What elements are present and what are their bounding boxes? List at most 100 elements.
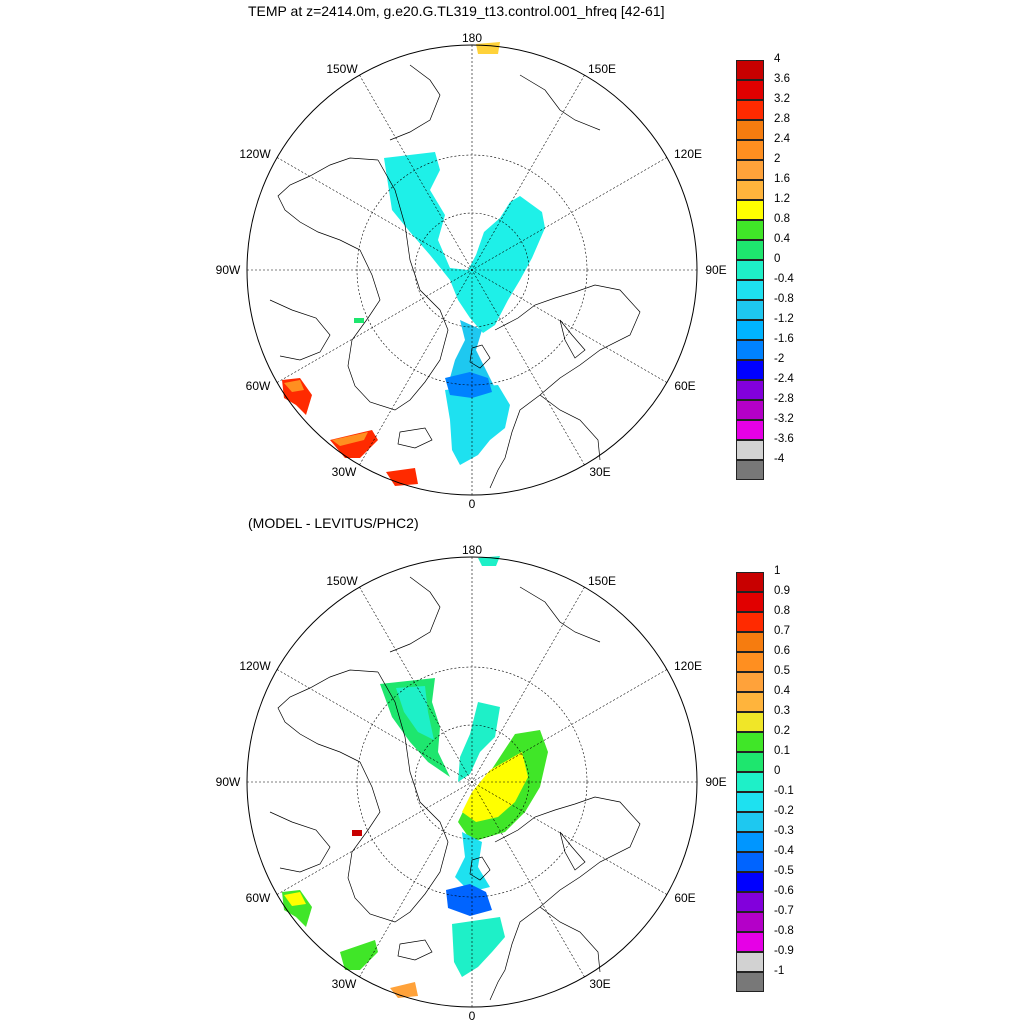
field-region-irminger-warm — [332, 432, 368, 446]
colorbar-tick-label: 1 — [774, 565, 781, 577]
colorbar-swatch — [736, 932, 764, 952]
colorbar-swatch — [736, 100, 764, 120]
colorbar-swatch — [736, 972, 764, 992]
colorbar-swatch — [736, 80, 764, 100]
coastline-novaya — [559, 319, 586, 359]
coastlines — [269, 64, 641, 489]
field-region-irminger-sea — [330, 430, 378, 458]
colorbar-swatch — [736, 320, 764, 340]
colorbar-tick-label: 0.1 — [774, 745, 790, 757]
field-region-canada-basin — [384, 152, 545, 333]
coastline-alaska — [389, 576, 441, 653]
coastline-greenland — [347, 159, 449, 411]
colorbar-swatch — [736, 812, 764, 832]
lon-label-150w: 150W — [326, 574, 358, 588]
panel-title-temp: TEMP at z=2414.0m, g.e20.G.TL319_t13.con… — [248, 3, 665, 19]
field-region-greenland-sea — [452, 917, 505, 977]
lon-label-90w: 90W — [216, 263, 241, 277]
coastline-canada — [277, 669, 379, 763]
lon-label-120e: 120E — [674, 147, 702, 161]
colorbar-tick-label: 1.6 — [774, 173, 790, 185]
colorbar-swatch — [736, 792, 764, 812]
colorbar-swatch — [736, 592, 764, 612]
lon-label-150e: 150E — [588, 574, 616, 588]
colorbar-tick-label: 0.3 — [774, 705, 790, 717]
lon-label-120w: 120W — [239, 147, 271, 161]
coastlines — [269, 576, 641, 1001]
graticule — [247, 557, 697, 1007]
colorbar-tick-label: -2 — [774, 353, 785, 365]
colorbar-swatch — [736, 832, 764, 852]
lon-label-0: 0 — [469, 497, 476, 511]
colorbar-tick-label: 2 — [774, 153, 781, 165]
colorbar-tick-label: 3.2 — [774, 93, 790, 105]
lon-label-150e: 150E — [588, 62, 616, 76]
lon-label-120w: 120W — [239, 659, 271, 673]
colorbar-tick-label: -1 — [774, 965, 785, 977]
colorbar-swatch — [736, 712, 764, 732]
colorbar-temperature — [736, 60, 764, 480]
lon-label-60e: 60E — [674, 891, 695, 905]
field-region-fram-strait — [455, 832, 490, 892]
field-region-irminger-sea — [340, 940, 378, 970]
colorbar-swatch — [736, 692, 764, 712]
colorbar-swatch — [736, 460, 764, 480]
colorbar-tick-label: 2.8 — [774, 113, 790, 125]
field-region-small-patch — [354, 318, 364, 323]
colorbar-tick-label: 0.7 — [774, 625, 790, 637]
colorbar-tick-label: -0.3 — [774, 825, 794, 837]
lon-label-120e: 120E — [674, 659, 702, 673]
colorbar-swatch — [736, 440, 764, 460]
colorbar-tick-label: -2.4 — [774, 373, 794, 385]
colorbar-tick-label: 0.8 — [774, 605, 790, 617]
meridian-120w-60e — [276, 157, 668, 383]
lon-label-60e: 60E — [674, 379, 695, 393]
colorbar-tick-label: 4 — [774, 53, 781, 65]
colorbar-tick-label: -0.6 — [774, 885, 794, 897]
colorbar-swatch — [736, 160, 764, 180]
lon-label-30e: 30E — [589, 465, 610, 479]
lon-label-90e: 90E — [705, 775, 726, 789]
coastline-hudson — [269, 299, 331, 361]
colorbar-swatch — [736, 420, 764, 440]
lon-label-60w: 60W — [246, 379, 271, 393]
coastline-alaska — [389, 64, 441, 141]
colorbar-tick-label: 2.4 — [774, 133, 790, 145]
colorbar-swatch — [736, 220, 764, 240]
coastline-canada — [277, 157, 379, 251]
colorbar-tick-label: -3.2 — [774, 413, 794, 425]
colorbar-tick-label: 0.8 — [774, 213, 790, 225]
colorbar-tick-label: 0.4 — [774, 685, 790, 697]
colorbar-tick-label: 3.6 — [774, 73, 790, 85]
field-region-north-atlantic — [386, 468, 418, 486]
colorbar-tick-label: -0.8 — [774, 293, 794, 305]
colorbar-tick-label: -0.5 — [774, 865, 794, 877]
colorbar-swatch — [736, 572, 764, 592]
colorbar-tick-label: -0.2 — [774, 805, 794, 817]
coastline-hudson — [269, 811, 331, 873]
colorbar-tick-label: -4 — [774, 453, 785, 465]
field-region-labrador-warm — [284, 380, 304, 392]
field-fills — [282, 556, 548, 998]
colorbar-swatch — [736, 140, 764, 160]
coastline-greenland — [347, 671, 449, 923]
colorbar-tick-label: -0.4 — [774, 845, 794, 857]
colorbar-tick-label: 0 — [774, 253, 781, 265]
colorbar-tick-label: 0.9 — [774, 585, 790, 597]
coastline-svalbard — [469, 344, 491, 369]
graticule — [247, 45, 697, 495]
coastline-scandinavia — [539, 906, 601, 973]
colorbar-tick-label: -0.1 — [774, 785, 794, 797]
lon-label-0: 0 — [469, 1009, 476, 1023]
coastline-novaya — [559, 831, 586, 871]
colorbar-swatch — [736, 300, 764, 320]
colorbar-swatch — [736, 120, 764, 140]
longitude-labels: 180 150W 150E 120W 120E 90W 90E 60W 60E … — [216, 31, 727, 511]
lon-label-90w: 90W — [216, 775, 241, 789]
longitude-labels: 180 150W 150E 120W 120E 90W 90E 60W 60E … — [216, 543, 727, 1023]
colorbar-swatch — [736, 260, 764, 280]
coastline-siberia — [519, 586, 601, 643]
colorbar-tick-label: -0.4 — [774, 273, 794, 285]
colorbar-tick-label: -1.2 — [774, 313, 794, 325]
colorbar-swatch — [736, 632, 764, 652]
